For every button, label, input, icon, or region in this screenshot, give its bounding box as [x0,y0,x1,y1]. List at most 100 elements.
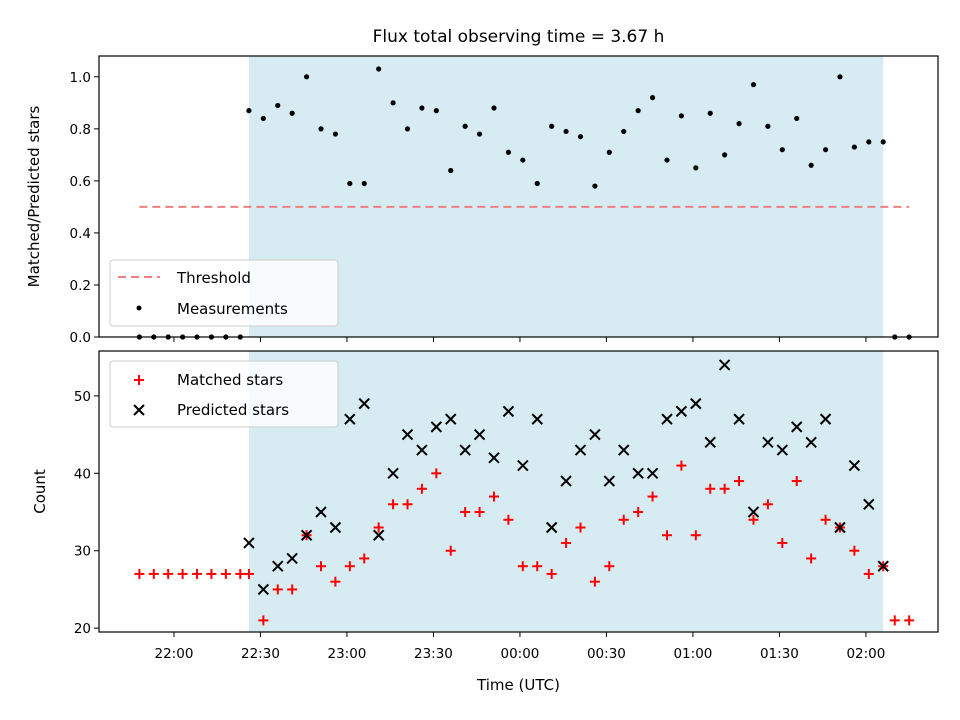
matched-star-point [163,568,174,579]
predicted-star-point [286,552,298,565]
predicted-star-point [445,413,457,425]
legend-matched-label: Matched stars [177,371,283,389]
measurement-point [779,147,785,153]
predicted-star-point [704,436,716,449]
predicted-star-point [733,413,745,425]
matched-star-point [589,576,600,587]
measurement-point [534,180,540,187]
cross-stroke [315,506,327,518]
cross-stroke [300,529,313,541]
measurement-point [505,149,512,155]
predicted-star-point [416,444,428,456]
top-x-ticks [173,337,867,342]
matched-star-point [373,522,384,533]
predicted-star-point [819,413,832,425]
observing-window-bottom [248,351,884,632]
matched-star-point [647,491,658,502]
matched-star-point [904,615,915,626]
matched-star-point [777,537,788,548]
predicted-star-point [603,475,616,487]
measurement-point [837,74,843,80]
measurement-point [592,183,598,189]
matched-star-point [316,561,327,572]
cross-stroke [387,467,399,480]
predicted-star-point [300,529,313,541]
matched-star-point [618,514,629,525]
predicted-star-point [272,560,284,572]
x-axis-label: Time (UTC) [476,676,560,694]
x-tick-label: 01:00 [673,646,712,662]
cross-stroke [791,421,803,433]
cross-stroke [372,529,385,541]
legend-predicted-swatch [133,404,145,416]
cross-stroke [718,359,731,371]
measurement-point [794,115,800,122]
matched-star-point [604,561,615,572]
cross-stroke [473,428,486,441]
top-y-ticks: 0.0 0.2 0.4 0.6 0.8 1.0 [70,70,99,346]
ratio-panel: 0.0 0.2 0.4 0.6 0.8 1.0 Flux total observing … [25,27,939,346]
measurement-point [476,131,483,137]
matched-star-point [148,568,159,579]
x-tick-label: 00:30 [587,646,626,662]
legend-measurements-label: Measurements [177,300,288,318]
x-tick-label: 01:30 [760,646,799,662]
y-tick-label: 30 [74,544,91,560]
predicted-star-point [517,459,529,472]
measurement-point [376,66,382,72]
measurement-point [462,123,468,129]
predicted-star-point [344,413,356,425]
cross-stroke [690,397,702,410]
y-tick-label: 0.4 [70,226,91,242]
matched-star-point [445,545,456,556]
y-tick-label: 0.8 [70,122,91,138]
measurement-point [822,147,829,153]
matched-star-point [719,483,730,494]
top-axes-frame [98,55,939,338]
matched-star-point [344,561,355,572]
measurement-point [722,152,728,158]
y-tick-label: 50 [74,389,91,405]
matched-star-point [235,568,246,579]
y-tick-label: 40 [74,466,91,482]
predicted-star-point [401,428,414,441]
matched-star-point [889,615,900,626]
predicted-star-point [877,560,889,572]
cross-stroke [445,413,457,425]
measurement-point [649,95,656,101]
measurement-point [678,113,684,119]
measurement-point [549,123,555,129]
measurement-point [606,149,612,155]
predicted-star-point [430,421,443,433]
cross-stroke [819,413,832,425]
cross-stroke [531,413,543,425]
predicted-star-point [372,529,385,541]
cross-stroke [430,421,443,433]
predicted-star-point [387,467,399,480]
predicted-stars-series [243,359,889,596]
measurement-point [275,102,281,109]
legend-threshold-label: Threshold [176,269,251,287]
predicted-star-point [502,405,515,418]
measurement-point [419,105,425,111]
bottom-y-ticks: 20 30 40 50 [74,389,99,637]
cross-stroke [517,459,529,472]
measurement-point [303,74,310,80]
cross-stroke [243,537,255,549]
predicted-star-point [747,506,760,518]
measurement-point [448,167,454,174]
cross-stroke [545,521,558,534]
matched-star-point [849,545,860,556]
predicted-star-point [690,397,702,410]
matched-star-point [676,460,687,471]
chart-title: Flux total observing time = 3.67 h [373,27,665,47]
matched-star-point [517,561,528,572]
bottom-y-axis-label: Count [31,469,49,514]
cross-stroke [675,405,688,418]
measurement-point [404,126,411,132]
measurement-point [491,105,497,111]
legend-predicted-label: Predicted stars [177,401,289,419]
legend-plus-marker [134,375,144,385]
top-legend-box [109,259,339,327]
y-tick-label: 1.0 [70,70,91,86]
